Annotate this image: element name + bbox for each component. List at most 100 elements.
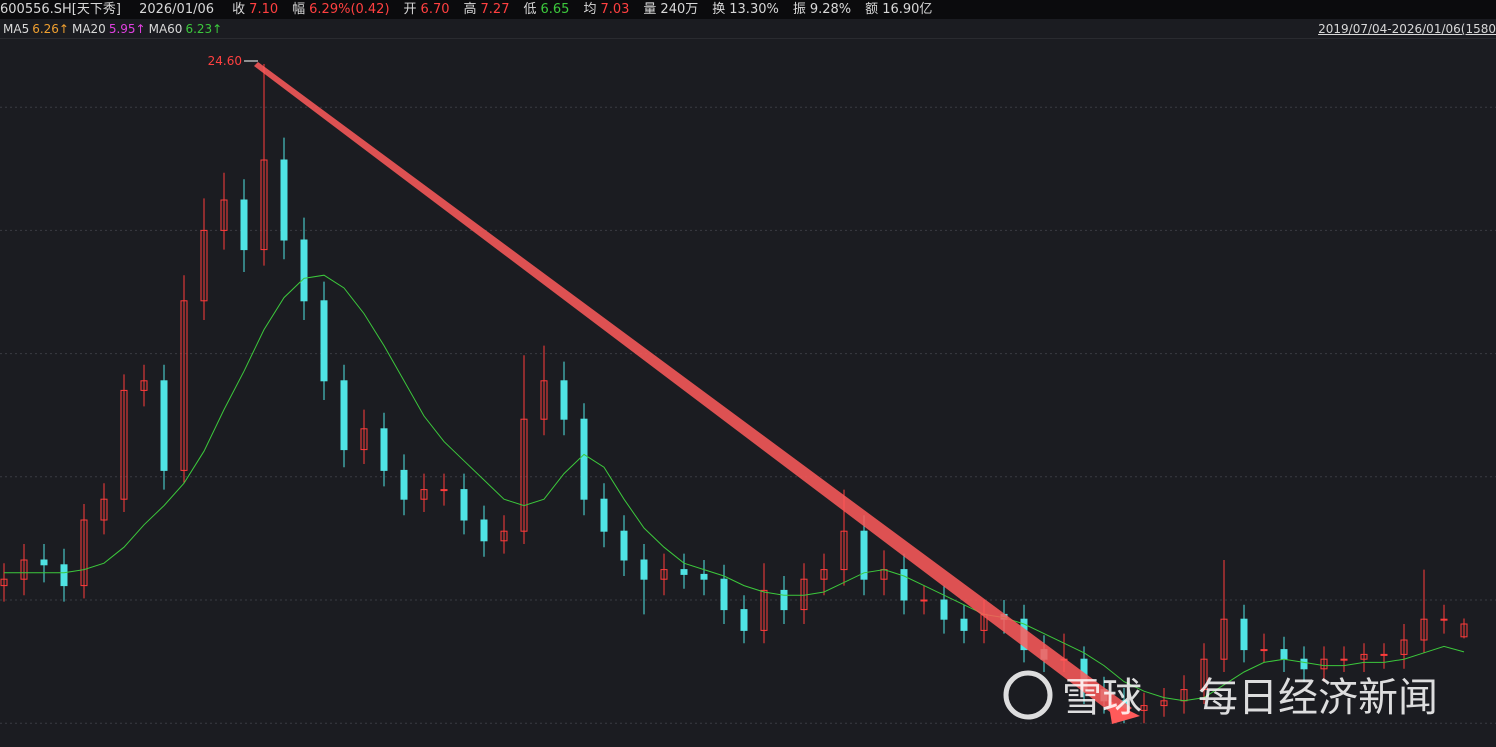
field-label: 低 <box>523 2 537 17</box>
symbol: 600556.SH[天下秀] <box>0 2 121 17</box>
candle-body <box>40 559 48 566</box>
candle-body <box>380 428 388 471</box>
field-label: 开 <box>403 2 417 17</box>
candle-body <box>20 559 28 580</box>
field-value: 16.90亿 <box>882 2 933 17</box>
candle-body <box>1280 649 1288 660</box>
candle-body <box>960 618 968 631</box>
candle-body <box>920 599 928 602</box>
field-label: 额 <box>865 2 879 17</box>
legend-name: MA5 <box>3 22 30 36</box>
candle-body <box>500 530 508 542</box>
candle-body <box>560 380 568 420</box>
watermark-source: 每日经济新闻 <box>1198 675 1438 721</box>
quote-header: 600556.SH[天下秀] 2026/01/06 收 7.10 幅 6.29%(0.… <box>0 0 1496 19</box>
candle-body <box>700 573 708 580</box>
candle-body <box>160 380 168 471</box>
peak-label: 24.60 <box>208 54 242 68</box>
legend-value: 5.95↑ <box>108 22 146 36</box>
field-label: 收 <box>232 2 246 17</box>
candle-body <box>820 569 828 580</box>
watermark: 雪球 每日经济新闻 <box>1003 670 1438 721</box>
trend-arrow-head <box>1108 700 1140 724</box>
ma-legend: 2019/07/04-2026/01/06(1580 MA5 6.26↑ MA20 5… <box>0 19 1496 39</box>
watermark-logo <box>1003 670 1053 720</box>
candle-body <box>460 489 468 521</box>
candle-body <box>540 380 548 420</box>
candle-body <box>860 530 868 580</box>
candle-body <box>740 609 748 631</box>
candle-body <box>1140 705 1148 711</box>
candle-body <box>300 239 308 302</box>
candle-body <box>1460 623 1468 638</box>
candle-body <box>580 418 588 500</box>
candle-body <box>680 569 688 575</box>
candle-body <box>900 569 908 601</box>
candle-body <box>1360 653 1368 660</box>
candle-body <box>440 489 448 492</box>
field-label: 幅 <box>292 2 306 17</box>
candle-body <box>1400 639 1408 655</box>
trend-arrow <box>254 62 1132 718</box>
candle-body <box>760 589 768 631</box>
candle-body <box>720 578 728 611</box>
legend-name: MA20 <box>71 22 106 36</box>
candle-body <box>1420 618 1428 641</box>
field-value: 6.29%(0.42) <box>309 2 390 17</box>
candle-body <box>260 159 268 251</box>
candle-body <box>1160 700 1168 707</box>
candle-body <box>1380 653 1388 656</box>
candle-body <box>1220 618 1228 660</box>
candle-body <box>140 380 148 391</box>
field-label: 高 <box>463 2 477 17</box>
candle-body <box>840 530 848 571</box>
field-value: 9.28% <box>809 2 852 17</box>
date-range: 2019/07/04-2026/01/06(1580 <box>1318 22 1496 36</box>
field-label: 振 <box>792 2 806 17</box>
candle-body <box>320 300 328 382</box>
candle-body <box>280 159 288 241</box>
field-label: 均 <box>583 2 597 17</box>
field-label: 换 <box>712 2 726 17</box>
legend-value: 6.26↑ <box>32 22 69 36</box>
candle-body <box>780 589 788 611</box>
candle-body <box>200 229 208 302</box>
candle-body <box>1320 658 1328 670</box>
candle-body <box>660 569 668 580</box>
plot-bg <box>0 39 1496 747</box>
field-value: 13.30% <box>729 2 779 17</box>
candle-body <box>620 530 628 561</box>
candle-body <box>940 599 948 620</box>
date: 2026/01/06 <box>139 2 215 17</box>
candle-body <box>400 469 408 500</box>
candle-body <box>480 519 488 542</box>
candle-body <box>120 389 128 500</box>
candle-body <box>0 578 8 587</box>
candle-body <box>340 380 348 451</box>
candle-body <box>1200 658 1208 691</box>
candle-body <box>60 564 68 587</box>
candle-body <box>520 418 528 532</box>
candle-body <box>420 489 428 500</box>
candle-body <box>220 199 228 231</box>
field-value: 240万 <box>660 2 699 17</box>
legend-name: MA60 <box>148 22 183 36</box>
field-value: 7.03 <box>600 2 630 17</box>
candle-body <box>1340 658 1348 661</box>
candle-body <box>600 498 608 532</box>
legend-value: 6.23↑ <box>185 22 223 36</box>
field-value: 7.10 <box>249 2 279 17</box>
field-value: 7.27 <box>480 2 510 17</box>
ma-line <box>4 274 1465 702</box>
candle-body <box>100 498 108 521</box>
field-label: 量 <box>643 2 657 17</box>
candle-body <box>240 199 248 251</box>
candle-body <box>1260 649 1268 652</box>
candle-body <box>1240 618 1248 651</box>
candle-body <box>180 300 188 471</box>
candle-body <box>1300 658 1308 670</box>
watermark-brand: 雪球 <box>1062 675 1142 721</box>
candle-body <box>360 428 368 451</box>
